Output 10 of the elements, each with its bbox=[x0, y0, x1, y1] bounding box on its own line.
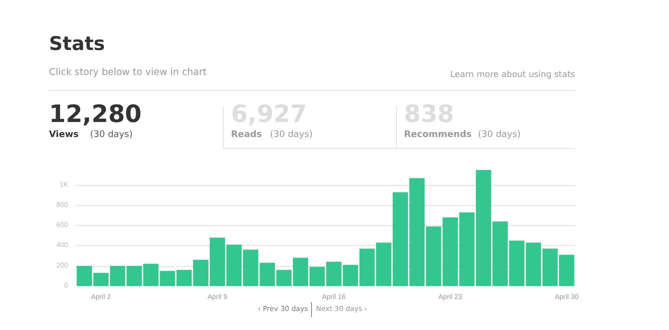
text: (30 days) bbox=[270, 130, 313, 140]
text: 12,280 bbox=[49, 100, 142, 128]
text: (30 days) bbox=[90, 130, 133, 140]
chart-title: Stats bbox=[49, 33, 105, 55]
text: Views bbox=[49, 130, 79, 140]
text: (30 days) bbox=[478, 130, 521, 140]
text: Recommends bbox=[404, 130, 472, 140]
chart-subtitle: Click story below to view in chart bbox=[49, 67, 207, 78]
text: Reads bbox=[231, 130, 262, 140]
text: Learn more about using stats bbox=[450, 70, 575, 80]
